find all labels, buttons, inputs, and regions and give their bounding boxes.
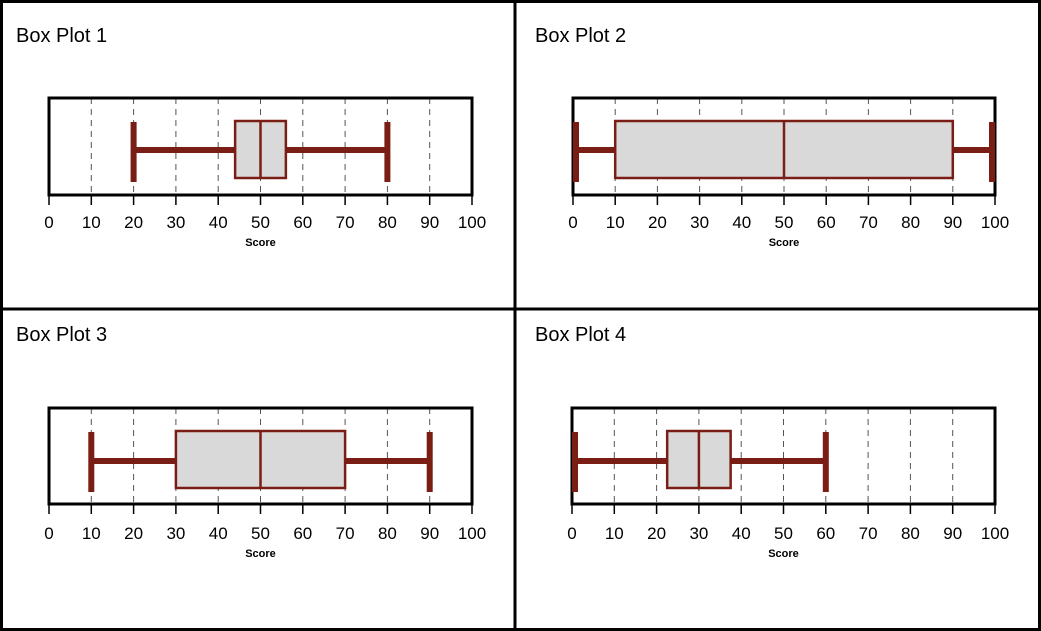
x-tick-label: 20 xyxy=(648,213,667,232)
x-tick-label: 70 xyxy=(859,213,878,232)
x-tick-label: 70 xyxy=(336,213,355,232)
panel-title: Box Plot 1 xyxy=(16,25,107,47)
x-axis-label: Score xyxy=(769,237,800,249)
x-tick-label: 60 xyxy=(293,213,312,232)
x-tick-label: 80 xyxy=(901,213,920,232)
x-tick-label: 40 xyxy=(209,213,228,232)
x-tick-label: 40 xyxy=(209,524,228,543)
x-tick-label: 30 xyxy=(689,524,708,543)
x-tick-label: 50 xyxy=(251,524,270,543)
x-tick-label: 90 xyxy=(420,213,439,232)
x-tick-label: 60 xyxy=(816,524,835,543)
plot-area: 0 10 20 30 40 50 60 70 80 90 100 Score xyxy=(44,96,486,249)
panel-4: Box Plot 4 0 10 20 30 40 50 60 70 80 90 100 Score xyxy=(535,324,1009,560)
x-tick-label: 100 xyxy=(981,213,1009,232)
x-tick-label: 90 xyxy=(943,213,962,232)
x-tick-label: 40 xyxy=(732,213,751,232)
x-tick-label: 50 xyxy=(251,213,270,232)
panel-title: Box Plot 2 xyxy=(535,25,626,47)
x-tick-label: 100 xyxy=(981,524,1009,543)
panel-title: Box Plot 3 xyxy=(16,324,107,346)
panel-2: Box Plot 2 0 10 20 30 40 50 60 70 80 90 100 Score xyxy=(535,25,1009,249)
x-tick-label: 90 xyxy=(420,524,439,543)
x-tick-label: 80 xyxy=(378,213,397,232)
x-tick-label: 60 xyxy=(817,213,836,232)
plot-area: 0 10 20 30 40 50 60 70 80 90 100 Score xyxy=(44,406,486,560)
x-tick-label: 20 xyxy=(647,524,666,543)
plot-area: 0 10 20 30 40 50 60 70 80 90 100 Score xyxy=(568,96,1009,249)
x-tick-label: 70 xyxy=(336,524,355,543)
x-tick-label: 20 xyxy=(124,213,143,232)
x-tick-label: 0 xyxy=(44,524,53,543)
panel-title: Box Plot 4 xyxy=(535,324,626,346)
x-tick-label: 90 xyxy=(943,524,962,543)
x-tick-label: 10 xyxy=(82,213,101,232)
x-tick-label: 70 xyxy=(859,524,878,543)
x-tick-label: 30 xyxy=(166,213,185,232)
x-tick-label: 10 xyxy=(606,213,625,232)
x-tick-label: 0 xyxy=(44,213,53,232)
x-tick-label: 60 xyxy=(293,524,312,543)
x-tick-label: 10 xyxy=(82,524,101,543)
x-tick-label: 80 xyxy=(901,524,920,543)
x-tick-label: 30 xyxy=(690,213,709,232)
x-tick-label: 30 xyxy=(166,524,185,543)
x-tick-label: 100 xyxy=(458,213,486,232)
x-axis-label: Score xyxy=(245,548,276,560)
x-tick-label: 10 xyxy=(605,524,624,543)
x-tick-label: 20 xyxy=(124,524,143,543)
x-tick-label: 50 xyxy=(775,213,794,232)
panel-1: Box Plot 1 0 10 20 30 40 50 60 70 80 90 100 Score xyxy=(16,25,486,249)
x-tick-label: 100 xyxy=(458,524,486,543)
x-axis-label: Score xyxy=(245,237,276,249)
x-tick-label: 80 xyxy=(378,524,397,543)
x-tick-label: 40 xyxy=(732,524,751,543)
x-tick-label: 0 xyxy=(567,524,576,543)
x-tick-label: 50 xyxy=(774,524,793,543)
panel-3: Box Plot 3 0 10 20 30 40 50 60 70 80 90 100 Score xyxy=(16,324,486,560)
x-axis-label: Score xyxy=(768,548,799,560)
plot-area: 0 10 20 30 40 50 60 70 80 90 100 Score xyxy=(567,406,1009,560)
x-tick-label: 0 xyxy=(568,213,577,232)
